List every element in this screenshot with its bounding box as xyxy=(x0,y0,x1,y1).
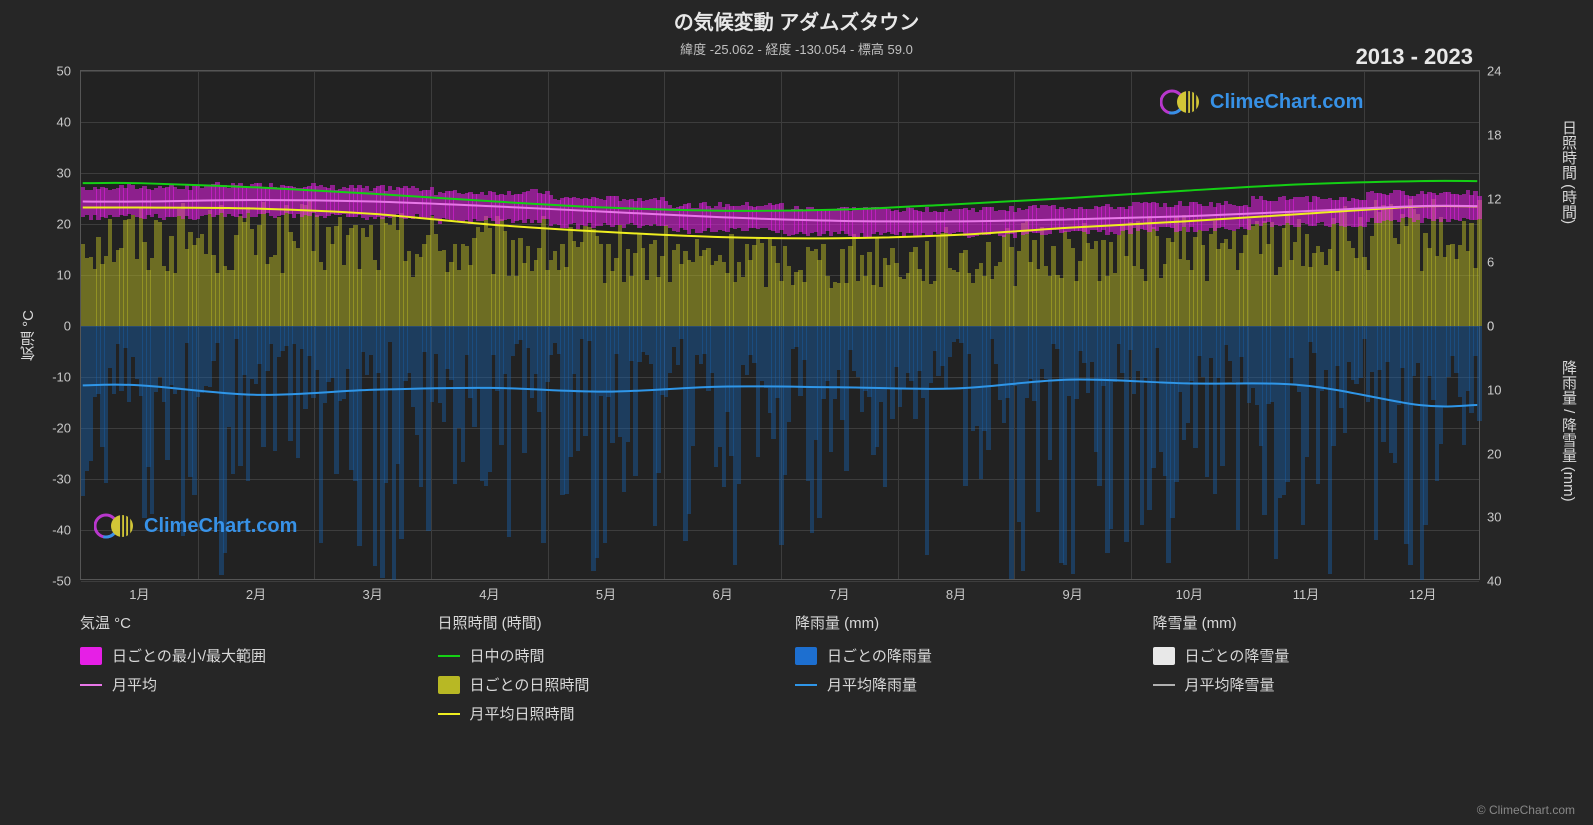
xtick-month: 4月 xyxy=(479,584,499,603)
watermark-text: ClimeChart.com xyxy=(1210,91,1363,114)
legend-swatch xyxy=(80,684,102,686)
legend-item: 日ごとの降雨量 xyxy=(795,645,1123,666)
legend-column: 降雨量 (mm) 日ごとの降雨量月平均降雨量 xyxy=(795,612,1123,732)
watermark: ClimeChart.com xyxy=(1160,88,1363,116)
ytick-left: -30 xyxy=(27,472,71,487)
xtick-month: 6月 xyxy=(713,584,733,603)
ytick-right-sun: 24 xyxy=(1487,64,1519,79)
legend-item: 日ごとの最小/最大範囲 xyxy=(80,645,408,666)
legend-column-title: 日照時間 (時間) xyxy=(438,612,766,633)
legend-label: 日ごとの最小/最大範囲 xyxy=(112,645,266,666)
ytick-right-sun: 12 xyxy=(1487,191,1519,206)
legend-label: 日ごとの降雪量 xyxy=(1185,645,1290,666)
legend-column-title: 降雨量 (mm) xyxy=(795,612,1123,633)
legend-swatch xyxy=(80,647,102,665)
xtick-month: 11月 xyxy=(1293,584,1320,603)
legend-swatch xyxy=(1153,684,1175,686)
credit-label: © ClimeChart.com xyxy=(1477,803,1575,817)
ytick-right-rain: 30 xyxy=(1487,510,1519,525)
xtick-month: 5月 xyxy=(596,584,616,603)
legend-label: 月平均降雪量 xyxy=(1185,674,1275,695)
legend-column: 気温 °C 日ごとの最小/最大範囲月平均 xyxy=(80,612,408,732)
xtick-month: 8月 xyxy=(946,584,966,603)
climechart-logo-icon xyxy=(94,512,138,540)
ytick-left: -20 xyxy=(27,421,71,436)
legend-swatch xyxy=(438,676,460,694)
chart-plot-wrap: -50-40-30-20-100102030405006121824010203… xyxy=(80,70,1480,580)
legend-swatch xyxy=(795,684,817,686)
watermark: ClimeChart.com xyxy=(94,512,297,540)
legend-item: 月平均日照時間 xyxy=(438,703,766,724)
legend-swatch xyxy=(438,655,460,657)
legend-label: 月平均 xyxy=(112,674,157,695)
ytick-left: -40 xyxy=(27,523,71,538)
ytick-left: 40 xyxy=(27,115,71,130)
legend: 気温 °C 日ごとの最小/最大範囲月平均 日照時間 (時間) 日中の時間日ごとの日照時… xyxy=(80,612,1480,732)
xtick-month: 10月 xyxy=(1176,584,1203,603)
right-axis-bottom-title: 降雨量 / 降雪量 (mm) xyxy=(1558,360,1579,502)
legend-label: 月平均降雨量 xyxy=(827,674,917,695)
ytick-right-rain: 40 xyxy=(1487,574,1519,589)
chart-title: の気候変動 アダムズタウン xyxy=(0,6,1593,35)
legend-label: 日ごとの降雨量 xyxy=(827,645,932,666)
legend-column-title: 降雪量 (mm) xyxy=(1153,612,1481,633)
chart-subtitle: 緯度 -25.062 - 経度 -130.054 - 標高 59.0 xyxy=(0,39,1593,58)
xtick-month: 7月 xyxy=(829,584,849,603)
legend-swatch xyxy=(795,647,817,665)
ytick-left: 20 xyxy=(27,217,71,232)
xtick-month: 9月 xyxy=(1063,584,1083,603)
ytick-right-sun: 6 xyxy=(1487,255,1519,270)
legend-item: 月平均 xyxy=(80,674,408,695)
right-axis-top-title: 日照時間 (時間) xyxy=(1558,120,1579,224)
legend-label: 日ごとの日照時間 xyxy=(470,674,590,695)
legend-column: 日照時間 (時間) 日中の時間日ごとの日照時間月平均日照時間 xyxy=(438,612,766,732)
legend-item: 月平均降雨量 xyxy=(795,674,1123,695)
ytick-right-sun: 18 xyxy=(1487,127,1519,142)
xtick-month: 12月 xyxy=(1409,584,1436,603)
climechart-logo-icon xyxy=(1160,88,1204,116)
ytick-right-rain: 0 xyxy=(1487,319,1519,334)
legend-label: 日中の時間 xyxy=(470,645,545,666)
ytick-right-rain: 10 xyxy=(1487,382,1519,397)
legend-item: 日中の時間 xyxy=(438,645,766,666)
ytick-right-rain: 20 xyxy=(1487,446,1519,461)
year-range-label: 2013 - 2023 xyxy=(1356,44,1473,70)
legend-item: 日ごとの降雪量 xyxy=(1153,645,1481,666)
xtick-month: 1月 xyxy=(129,584,149,603)
ytick-left: -10 xyxy=(27,370,71,385)
legend-label: 月平均日照時間 xyxy=(470,703,575,724)
ytick-left: 50 xyxy=(27,64,71,79)
legend-swatch xyxy=(1153,647,1175,665)
legend-swatch xyxy=(438,713,460,715)
legend-item: 日ごとの日照時間 xyxy=(438,674,766,695)
legend-item: 月平均降雪量 xyxy=(1153,674,1481,695)
ytick-left: 0 xyxy=(27,319,71,334)
xtick-month: 3月 xyxy=(363,584,383,603)
legend-column: 降雪量 (mm) 日ごとの降雪量月平均降雪量 xyxy=(1153,612,1481,732)
legend-column-title: 気温 °C xyxy=(80,612,408,633)
xtick-month: 2月 xyxy=(246,584,266,603)
ytick-left: 30 xyxy=(27,166,71,181)
chart-plot-area: -50-40-30-20-100102030405006121824010203… xyxy=(80,70,1480,580)
watermark-text: ClimeChart.com xyxy=(144,515,297,538)
ytick-left: -50 xyxy=(27,574,71,589)
ytick-left: 10 xyxy=(27,268,71,283)
grid-line-h xyxy=(81,581,1479,582)
